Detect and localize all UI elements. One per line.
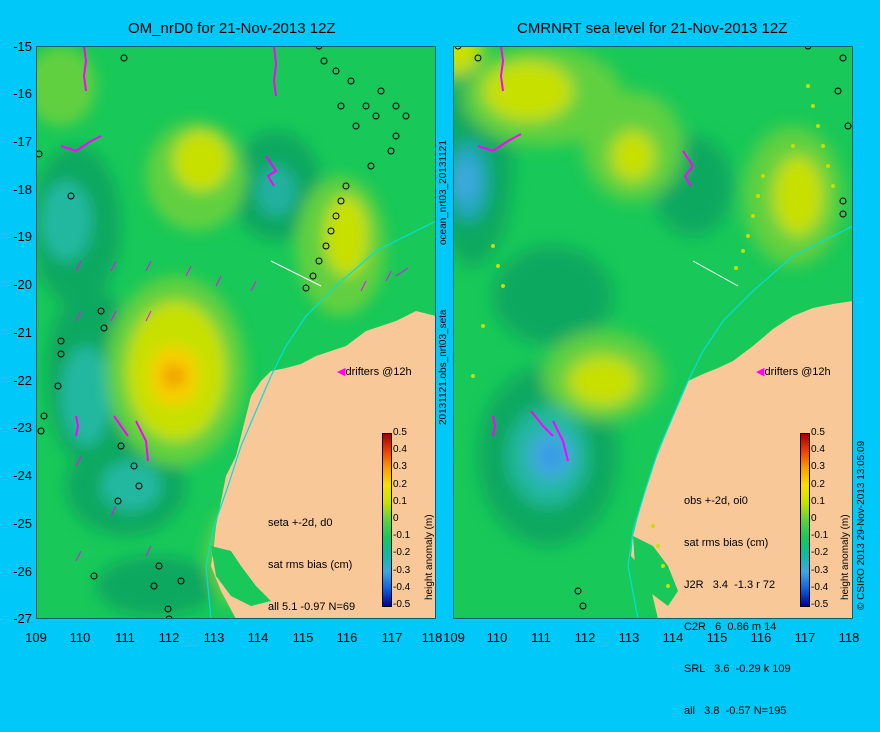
lon-tick: 118: [838, 630, 860, 645]
drifter-legend-icon: ◀: [337, 366, 346, 378]
stat-line: J2R 3.4 -1.3 r 72: [684, 579, 776, 591]
lat-tick: -22: [13, 373, 32, 388]
colorbar-tick: -0.1: [811, 530, 829, 541]
left-map: [36, 46, 436, 619]
right-map: [453, 46, 853, 619]
left-map-title: OM_nrD0 for 21-Nov-2013 12Z: [128, 20, 336, 37]
colorbar-tick: 0.1: [393, 496, 407, 507]
right-map-title: CMRNRT sea level for 21-Nov-2013 12Z: [517, 20, 788, 37]
colorbar-tick: -0.4: [393, 582, 411, 593]
lat-tick: -25: [13, 516, 32, 531]
drifter-points: [75, 260, 409, 562]
right-map-canvas: [453, 46, 853, 619]
drifter-legend-label: drifters @12h: [764, 366, 831, 378]
lat-tick: -20: [13, 277, 32, 292]
obs-file-label: 20131121.obs_nrt03_seta: [438, 309, 449, 425]
colorbar-tick: -0.3: [393, 565, 411, 576]
lon-tick: 115: [706, 630, 728, 645]
colorbar-tick: -0.2: [811, 547, 829, 558]
lon-tick: 115: [292, 630, 314, 645]
colorbar-tick: -0.4: [811, 582, 829, 593]
colorbar-tick: 0.2: [393, 479, 407, 490]
left-map-canvas: [36, 46, 436, 619]
right-drifters-legend: ◀drifters @12h: [756, 365, 831, 378]
lon-tick: 118: [421, 630, 443, 645]
lat-tick: -19: [13, 229, 32, 244]
colorbar-tick: 0: [393, 513, 399, 524]
lon-tick: 116: [750, 630, 772, 645]
stat-line: seta +-2d, d0: [268, 517, 333, 529]
colorbar-tick: 0.4: [393, 444, 407, 455]
stat-line: SRL 3.6 -0.29 k 109: [684, 663, 791, 675]
lon-tick: 111: [115, 630, 135, 645]
lat-tick: -17: [13, 134, 32, 149]
left-colorbar-label: height anomaly (m): [424, 514, 435, 600]
colorbar-tick: -0.2: [393, 547, 411, 558]
lat-tick: -18: [13, 182, 32, 197]
right-colorbar: [800, 433, 810, 607]
lon-tick: 117: [381, 630, 403, 645]
copyright-label: © CSIRO 2013 29-Nov-2013 13:05:09: [856, 440, 867, 610]
colorbar-tick: -0.5: [393, 599, 411, 610]
lon-tick: 113: [203, 630, 225, 645]
stat-line: all 5.1 -0.97 N=69: [268, 601, 356, 613]
track-dots: [471, 84, 835, 588]
lon-tick: 116: [336, 630, 358, 645]
lat-tick: -16: [13, 86, 32, 101]
lat-tick: -26: [13, 564, 32, 579]
drifter-tracks: [477, 46, 695, 462]
stat-line: sat rms bias (cm): [268, 559, 353, 571]
lat-tick: -27: [13, 611, 32, 626]
lon-tick: 110: [69, 630, 91, 645]
left-colorbar: [382, 433, 392, 607]
model-run-label: ocean_nrt03_20131121: [438, 140, 449, 245]
lon-tick: 109: [25, 630, 47, 645]
lon-tick: 114: [662, 630, 684, 645]
lat-tick: -23: [13, 420, 32, 435]
lon-tick: 109: [443, 630, 465, 645]
observation-circles: [454, 46, 852, 610]
lat-tick: -24: [13, 468, 32, 483]
stat-line: sat rms bias (cm): [684, 537, 769, 549]
lon-tick: 112: [574, 630, 596, 645]
lat-tick: -21: [13, 325, 32, 340]
colorbar-tick: 0.4: [811, 444, 825, 455]
lon-tick: 112: [158, 630, 180, 645]
left-stats: seta +-2d, d0 sat rms bias (cm) all 5.1 …: [268, 488, 355, 628]
stat-line: all 3.8 -0.57 N=195: [684, 705, 787, 717]
colorbar-tick: 0: [811, 513, 817, 524]
lon-tick: 111: [531, 630, 551, 645]
colorbar-tick: 0.5: [393, 427, 407, 438]
stat-line: obs +-2d, oi0: [684, 495, 748, 507]
drifter-legend-label: drifters @12h: [345, 366, 412, 378]
lat-tick: -15: [13, 39, 32, 54]
colorbar-tick: 0.5: [811, 427, 825, 438]
colorbar-tick: -0.3: [811, 565, 829, 576]
stat-line: C2R 6 0.86 m 14: [684, 621, 777, 633]
left-drifters-legend: ◀drifters @12h: [337, 365, 412, 378]
colorbar-tick: -0.5: [811, 599, 829, 610]
right-stats: obs +-2d, oi0 sat rms bias (cm) J2R 3.4 …: [684, 466, 791, 732]
lon-tick: 114: [247, 630, 269, 645]
land-mass: [631, 301, 853, 619]
lon-tick: 113: [618, 630, 640, 645]
colorbar-tick: 0.3: [393, 461, 407, 472]
lon-tick: 117: [794, 630, 816, 645]
lon-tick: 110: [486, 630, 508, 645]
land-mass: [211, 311, 436, 619]
colorbar-tick: -0.1: [393, 530, 411, 541]
colorbar-tick: 0.1: [811, 496, 825, 507]
colorbar-tick: 0.2: [811, 479, 825, 490]
drifter-tracks: [60, 46, 278, 462]
right-colorbar-label: height anomaly (m): [840, 514, 851, 600]
observation-circles: [36, 46, 410, 619]
colorbar-tick: 0.3: [811, 461, 825, 472]
drifter-legend-icon: ◀: [756, 366, 765, 378]
